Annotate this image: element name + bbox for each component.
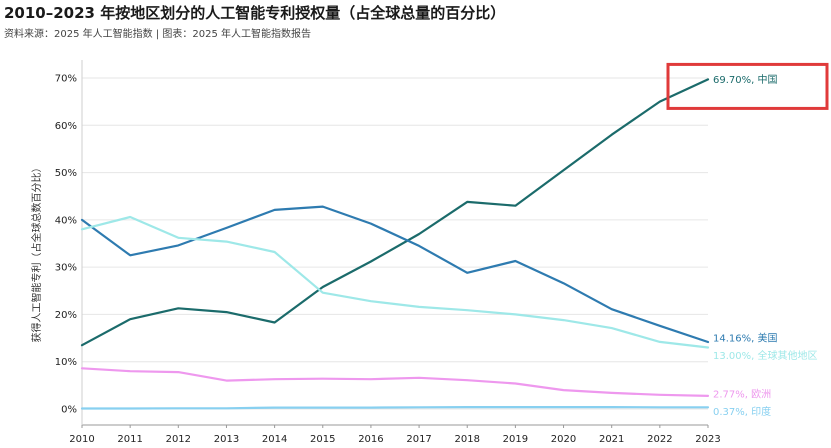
y-tick-label: 20% — [55, 310, 77, 321]
chart-source: 资料来源：2025 年人工智能指数 | 图表：2025 年人工智能指数报告 — [4, 29, 311, 40]
y-axis-title: 获得人工智能专利（占全球总数百分比） — [30, 163, 43, 343]
series-line-印度 — [80, 406, 710, 410]
x-tick-label: 2022 — [647, 434, 672, 445]
end-labels: 69.70%, 中国 14.16%, 美国 13.00%, 全球其他地区 2.77%,… — [713, 73, 818, 418]
x-tick-label: 2010 — [69, 434, 94, 445]
y-tick-label: 0% — [61, 405, 77, 416]
annotations — [666, 62, 829, 110]
series-line-全球其他地区 — [80, 215, 710, 349]
series-line-中国 — [80, 78, 710, 347]
series-line-美国 — [80, 205, 710, 344]
x-tick-label: 2018 — [455, 434, 480, 445]
highlight-box — [666, 62, 829, 110]
gridlines — [82, 77, 708, 410]
series-end-label: 2.77%, 欧洲 — [713, 388, 771, 400]
y-tick-label: 50% — [55, 168, 77, 179]
x-tick-label: 2021 — [599, 434, 624, 445]
series-end-label: 14.16%, 美国 — [713, 332, 778, 345]
series-end-label: 0.37%, 印度 — [713, 405, 771, 418]
chart-title: 2010–2023 年按地区划分的人工智能专利授权量（占全球总量的百分比） — [4, 4, 506, 22]
x-tick-label: 2020 — [551, 434, 576, 445]
x-tick-label: 2014 — [262, 434, 287, 445]
y-tick-label: 40% — [55, 215, 77, 226]
y-tick-label: 60% — [55, 121, 77, 132]
x-tick-label: 2015 — [310, 434, 335, 445]
series-end-label: 13.00%, 全球其他地区 — [713, 349, 818, 362]
y-tick-label: 30% — [55, 263, 77, 274]
x-tick-label: 2012 — [166, 434, 191, 445]
x-tick-label: 2023 — [695, 434, 720, 445]
series-end-label: 69.70%, 中国 — [713, 73, 778, 86]
series-line-欧洲 — [80, 367, 710, 397]
x-tick-label: 2011 — [117, 434, 142, 445]
y-tick-label: 10% — [55, 357, 77, 368]
x-tick-label: 2016 — [358, 434, 383, 445]
axes: 0% 10% 20% 30% 40% 50% 60% 70% 2010 2011 2012 2013 2… — [30, 60, 721, 445]
x-tick-label: 2019 — [503, 434, 528, 445]
y-tick-label: 70% — [55, 74, 77, 85]
x-tick-label: 2013 — [214, 434, 239, 445]
series-lines — [80, 78, 710, 410]
x-tick-label: 2017 — [406, 434, 431, 445]
